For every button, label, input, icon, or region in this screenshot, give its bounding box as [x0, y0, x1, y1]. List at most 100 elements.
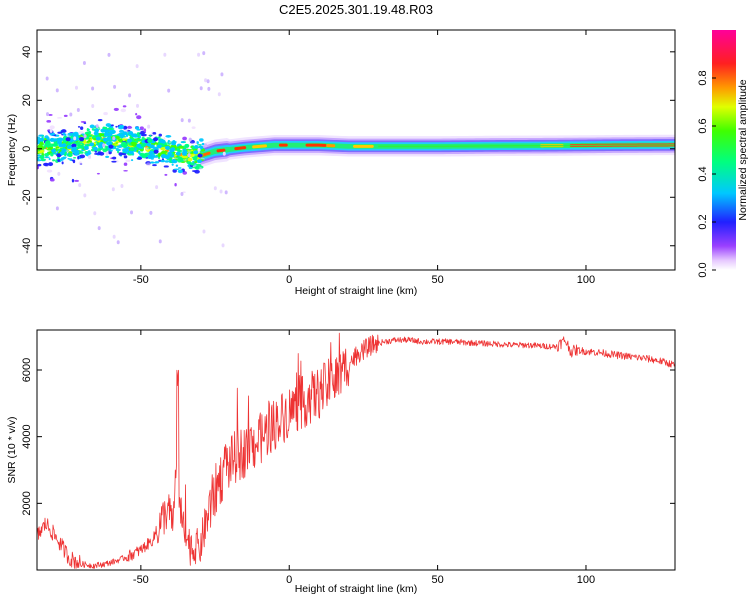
spectrogram-cell — [63, 114, 68, 117]
spectrogram-cell-bright — [94, 128, 100, 133]
spectrogram-outlier — [95, 124, 99, 129]
spectrogram-cell — [110, 157, 113, 160]
spectrogram-outlier — [46, 112, 50, 117]
spectrogram-cell — [44, 152, 50, 157]
spectrogram-panel: -50 0 50 100 -40 -20 0 20 40 Height of straight… — [6, 29, 676, 297]
spectrogram-outlier — [187, 118, 191, 123]
spectrogram-cell-bright — [148, 150, 154, 155]
colorbar-gradient — [712, 30, 736, 270]
spectrogram-cell-bright — [153, 146, 159, 151]
spectrogram-cell — [194, 169, 200, 174]
spectrogram-cell — [135, 112, 138, 116]
spectrogram-cell — [191, 146, 196, 150]
figure-title: C2E5.2025.301.19.48.R03 — [279, 2, 433, 17]
colorbar-tick-label: 0.6 — [697, 118, 709, 133]
spectrogram-cell — [78, 131, 85, 134]
spectrogram-cell-bright — [193, 150, 199, 155]
spectrogram-cell — [47, 146, 53, 150]
spectrogram-cell — [174, 183, 177, 187]
spectrogram-cell-bright — [156, 144, 162, 149]
spectrogram-cell — [79, 134, 83, 137]
spectrogram-cell — [49, 125, 55, 130]
spectrogram-outlier — [112, 136, 116, 141]
snr-y-tick-label: 2000 — [21, 491, 33, 515]
spectrogram-cell-bright — [39, 155, 45, 160]
spectrogram-cell — [71, 142, 78, 145]
spectrogram-cell — [157, 136, 161, 139]
spectrogram-outlier — [167, 88, 171, 93]
spectrogram-cell — [37, 165, 40, 170]
spectrogram-cell — [123, 170, 128, 172]
spectrogram-cell — [161, 144, 165, 147]
spectrogram-cell-bright — [140, 142, 146, 147]
spectrogram-cell — [189, 142, 195, 145]
spectrogram-cell-bright — [147, 154, 153, 159]
spectrogram-cell — [187, 157, 193, 162]
spectrogram-cell — [168, 141, 172, 144]
spectrogram-cell-bright — [72, 146, 78, 151]
spectrogram-cell — [111, 160, 117, 163]
spectrogram-cell-bright — [128, 150, 134, 155]
spectrogram-cell — [71, 159, 75, 162]
spectrogram-ridge-peak — [252, 144, 267, 149]
spectrogram-cell — [178, 145, 184, 149]
spectrogram-x-tick-label: 100 — [577, 274, 595, 286]
spectrogram-outlier — [188, 137, 192, 142]
spectrogram-outlier — [111, 187, 115, 192]
spectrogram-cell-bright — [159, 139, 165, 144]
spectrogram-cell — [135, 140, 139, 144]
spectrogram-y-tick-label: -20 — [21, 189, 33, 205]
spectrogram-cell — [152, 132, 157, 135]
spectrogram-cell — [68, 132, 73, 136]
spectrogram-cell — [194, 166, 200, 170]
spectrogram-cell-bright — [95, 136, 101, 141]
snr-y-ticks: 2000 4000 6000 — [21, 358, 675, 516]
spectrogram-outlier — [102, 143, 106, 148]
spectrogram-cell — [130, 159, 134, 162]
spectrogram-cell-bright — [122, 131, 128, 136]
spectrogram-cell — [143, 128, 147, 133]
spectrogram-cell — [57, 117, 63, 119]
spectrogram-cell-bright — [107, 132, 113, 137]
spectrogram-cell — [164, 150, 168, 154]
spectrogram-cell-bright — [61, 143, 67, 148]
spectrogram-cell — [48, 157, 51, 161]
spectrogram-cell-bright — [49, 137, 55, 142]
spectrogram-cell — [79, 151, 84, 154]
snr-x-tick-label: 100 — [577, 574, 595, 586]
spectrogram-x-tick-label: 50 — [431, 274, 443, 286]
spectrogram-cell-bright — [129, 147, 135, 152]
spectrogram-cell — [177, 169, 183, 174]
spectrogram-cell — [105, 155, 110, 158]
spectrogram-outlier — [149, 210, 153, 215]
spectrogram-cell — [189, 153, 194, 158]
spectrogram-cell — [118, 124, 125, 129]
spectrogram-outlier — [180, 191, 184, 196]
spectrogram-x-tick-label: 0 — [286, 274, 292, 286]
spectrogram-outlier — [217, 92, 221, 97]
spectrogram-cell — [121, 152, 127, 156]
spectrogram-cell-bright — [56, 153, 62, 158]
spectrogram-cell-bright — [197, 153, 203, 158]
spectrogram-y-ticks: -40 -20 0 20 40 — [21, 46, 675, 254]
spectrogram-cell — [46, 137, 50, 140]
spectrogram-cell-bright — [37, 140, 40, 145]
spectrogram-cell — [86, 128, 89, 132]
spectrogram-cell — [125, 159, 131, 162]
spectrogram-outlier — [74, 85, 78, 90]
spectrogram-cell-bright — [104, 132, 110, 137]
snr-y-tick-label: 6000 — [21, 358, 33, 382]
spectrogram-outlier — [187, 153, 191, 158]
spectrogram-outlier — [163, 52, 167, 57]
spectrogram-outlier — [204, 143, 208, 148]
snr-x-ticks: -50 0 50 100 — [133, 330, 595, 586]
spectrogram-cell-bright — [44, 140, 50, 145]
spectrogram-cell — [86, 143, 90, 147]
spectrogram-outlier — [105, 151, 109, 156]
spectrogram-cell — [161, 151, 166, 153]
spectrogram-cell-bright — [184, 143, 190, 148]
spectrogram-cell — [149, 134, 152, 138]
spectrogram-cell — [57, 159, 61, 163]
spectrogram-ridge-line — [378, 144, 675, 148]
spectrogram-cell-bright — [122, 148, 128, 153]
